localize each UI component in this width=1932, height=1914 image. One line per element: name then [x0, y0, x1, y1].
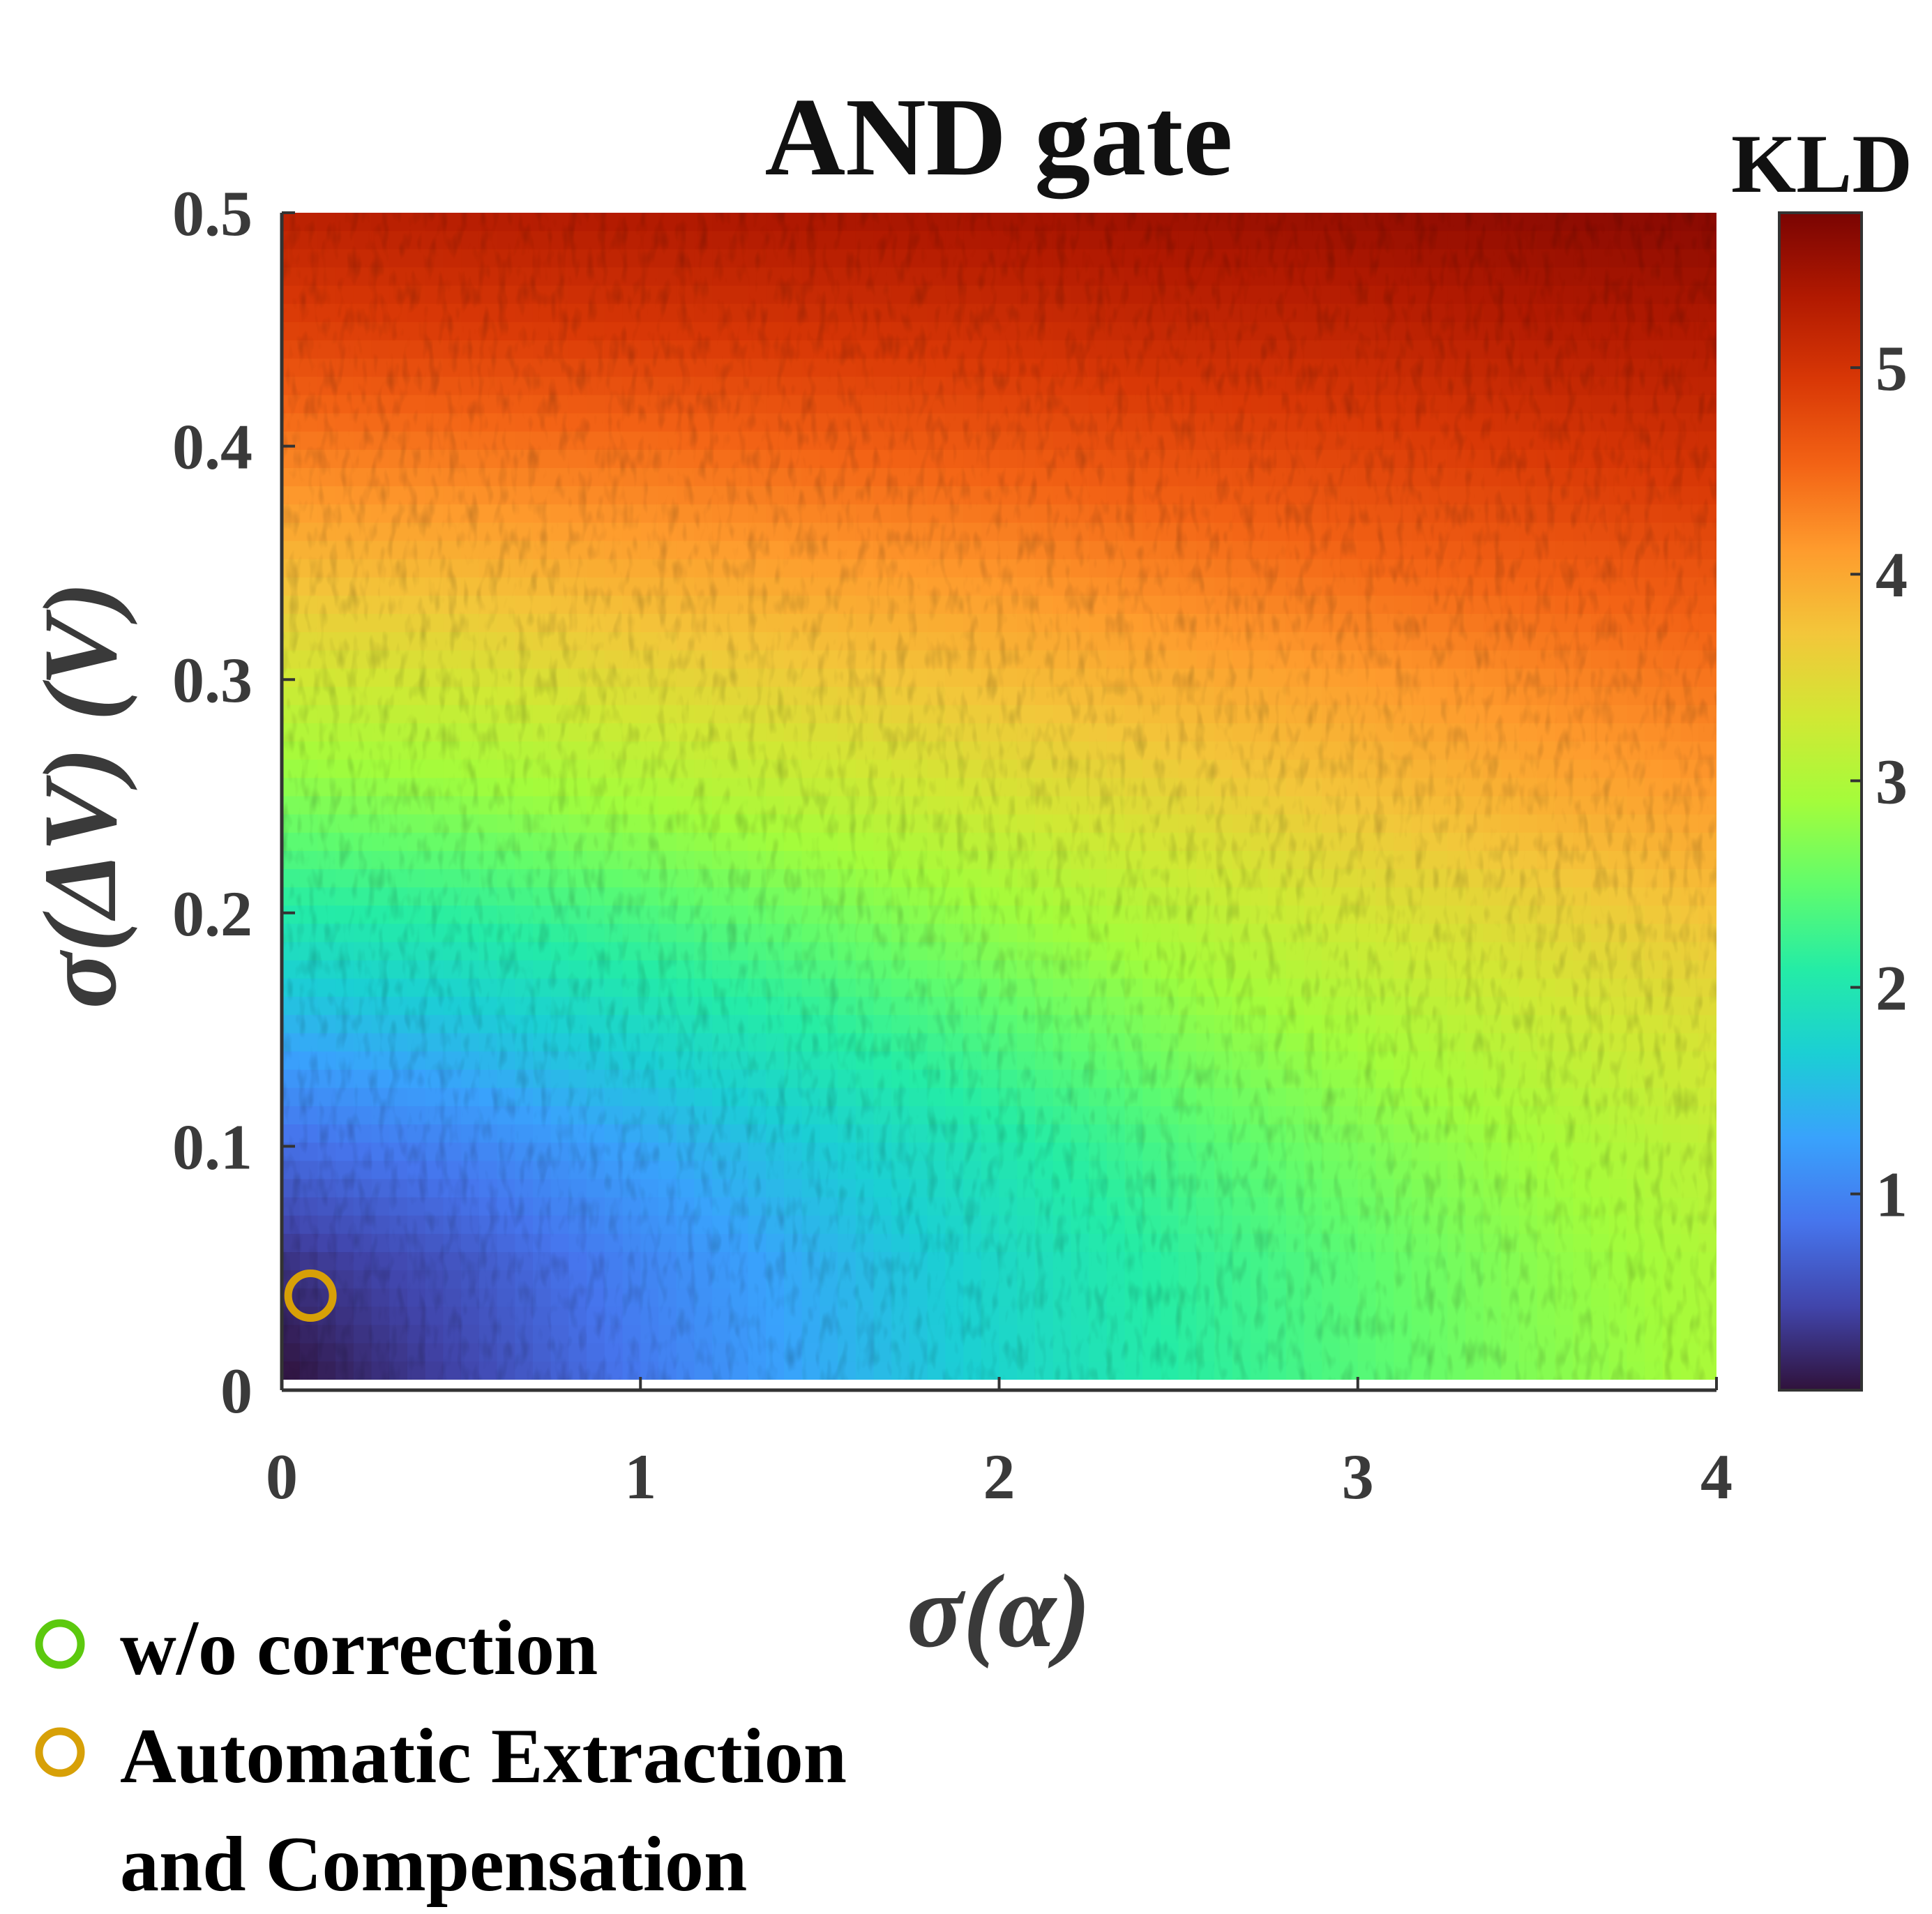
chart-title: AND gate — [765, 75, 1233, 199]
